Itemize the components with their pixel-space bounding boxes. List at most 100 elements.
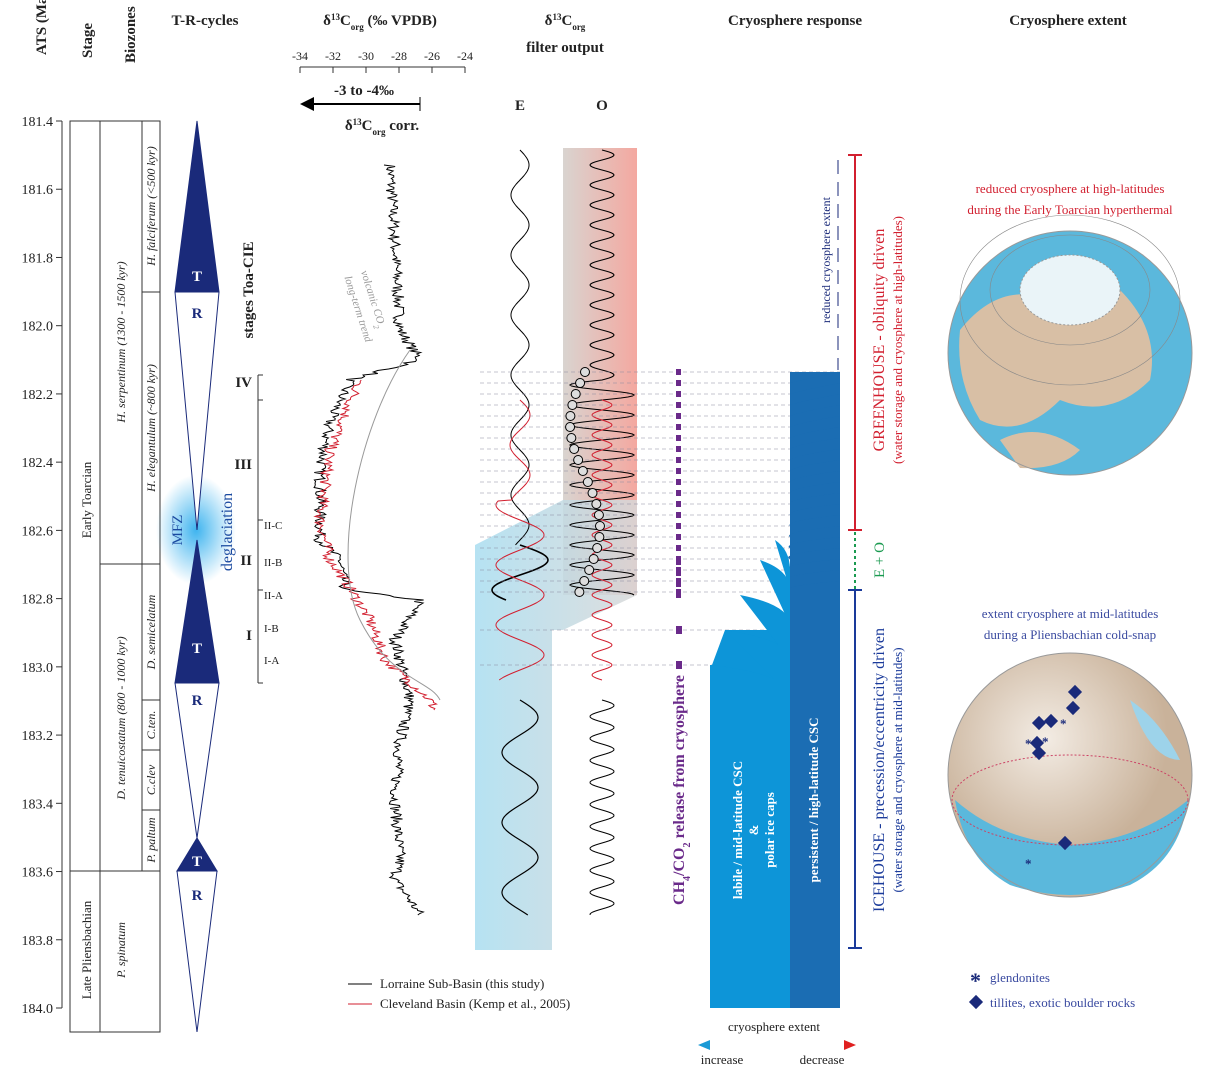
svg-text:*: * — [1060, 716, 1067, 731]
release-mark — [676, 490, 681, 496]
tr-label: T — [192, 641, 202, 657]
tr-label: T — [192, 269, 202, 285]
regime-label: ICEHOUSE - precession/eccentricity drive… — [871, 628, 888, 912]
y-tick-label: 183.8 — [22, 934, 54, 949]
regime-label: E + O — [872, 542, 888, 578]
release-mark — [676, 567, 681, 576]
figure: ATS (Ma) Stage Biozones T-R-cycles δ13Co… — [0, 0, 1209, 1071]
toa-cie-stage: II — [240, 553, 252, 569]
y-tick-label: 182.2 — [22, 388, 54, 403]
toa-cie-title: stages Toa-CIE — [241, 241, 257, 338]
y-tick-label: 183.6 — [22, 866, 54, 881]
release-mark — [676, 402, 681, 408]
cryosphere-response — [710, 372, 840, 1008]
header: Cryosphere extent — [1009, 13, 1127, 29]
deglaciation-label: deglaciation — [219, 493, 236, 571]
csc-label: labile / mid-latitude CSC — [730, 761, 745, 899]
header: Stage — [80, 23, 96, 58]
header: filter output — [526, 40, 604, 56]
release-mark — [676, 512, 681, 518]
toa-cie-stage: IV — [235, 375, 252, 391]
y-tick-label: 182.8 — [22, 593, 54, 608]
release-mark — [676, 556, 681, 565]
arrow-head — [698, 1040, 710, 1050]
scale-label: increase — [701, 1052, 744, 1067]
release-mark — [676, 435, 681, 441]
toa-cie-substage: I-B — [264, 623, 279, 635]
y-tick-label: 181.8 — [22, 251, 54, 266]
biozone: C.clev — [144, 764, 158, 795]
legend-text: Lorraine Sub-Basin (this study) — [380, 976, 544, 991]
reduced-label: reduced cryosphere extent — [819, 196, 833, 323]
biozone: P. spinatum — [114, 922, 128, 979]
svg-text:*: * — [1042, 734, 1049, 749]
axis-title: ATS (Ma) — [34, 0, 50, 55]
filter-curve — [590, 700, 614, 915]
release-mark — [676, 457, 681, 463]
y-tick-label: 181.6 — [22, 183, 54, 198]
biozone: C.ten. — [144, 711, 158, 740]
isotope-curve — [315, 380, 436, 710]
marker — [566, 412, 575, 421]
labile-scallops — [710, 540, 790, 1008]
legend-text: glendonites — [990, 970, 1050, 985]
y-tick-label: 183.2 — [22, 729, 54, 744]
x-tick-label: -30 — [358, 49, 374, 63]
release-mark — [676, 369, 681, 375]
toa-cie-substage: II-B — [264, 557, 282, 569]
marker — [570, 445, 579, 454]
y-tick-label: 182.4 — [22, 456, 54, 471]
biozone: D. semicelatum — [144, 594, 158, 670]
marker — [583, 478, 592, 487]
release-mark — [676, 501, 681, 507]
biozone: H. serpentinum (1300 - 1500 kyr) — [114, 261, 128, 423]
marker — [567, 434, 576, 443]
release-mark — [676, 468, 681, 474]
release-mark — [676, 413, 681, 419]
marker — [592, 500, 601, 509]
marker — [581, 368, 590, 377]
globe-caption: reduced cryosphere at high-latitudes — [976, 181, 1165, 196]
biozone: P. paltum — [144, 817, 158, 863]
x-tick-label: -28 — [391, 49, 407, 63]
marker — [595, 522, 604, 531]
legend-symbol: * — [970, 968, 981, 993]
stage-label: Early Toarcian — [79, 461, 94, 538]
marker — [575, 588, 584, 597]
marker — [576, 379, 585, 388]
header: Biozones — [123, 6, 139, 63]
release-mark — [676, 424, 681, 430]
release-mark — [676, 534, 681, 540]
header: O — [596, 98, 608, 114]
globe-caption: extent cryosphere at mid-latitudes — [982, 606, 1159, 621]
y-tick-label: 182.0 — [22, 320, 54, 335]
regime-sublabel: (water storage and cryosphere at mid-lat… — [890, 647, 905, 892]
marker — [595, 533, 604, 542]
marker — [588, 489, 597, 498]
y-tick-label: 183.0 — [22, 661, 54, 676]
marker — [578, 467, 587, 476]
release-mark — [676, 523, 681, 529]
marker — [571, 390, 580, 399]
release-mark — [676, 661, 682, 669]
filter-curve — [511, 150, 529, 545]
release-label: CH4/CO2 release from cryosphere — [671, 675, 693, 905]
svg-text:*: * — [1025, 736, 1032, 751]
marker — [580, 577, 589, 586]
header: T-R-cycles — [172, 13, 239, 29]
release-mark — [676, 391, 681, 397]
y-tick-label: 182.6 — [22, 524, 54, 539]
y-tick-label: 184.0 — [22, 1002, 54, 1017]
scale-title: cryosphere extent — [728, 1019, 820, 1034]
globe-top — [948, 215, 1192, 475]
globe-caption: during a Pliensbachian cold-snap — [984, 627, 1156, 642]
marker — [568, 401, 577, 410]
tr-label: R — [192, 888, 203, 904]
tr-label: T — [192, 854, 202, 870]
toa-cie-brackets — [258, 375, 263, 683]
stage-label: Late Pliensbachian — [79, 900, 94, 999]
marker — [589, 555, 598, 564]
csc-label: persistent / high-latitude CSC — [806, 717, 821, 882]
marker — [594, 511, 603, 520]
header: E — [515, 98, 525, 114]
